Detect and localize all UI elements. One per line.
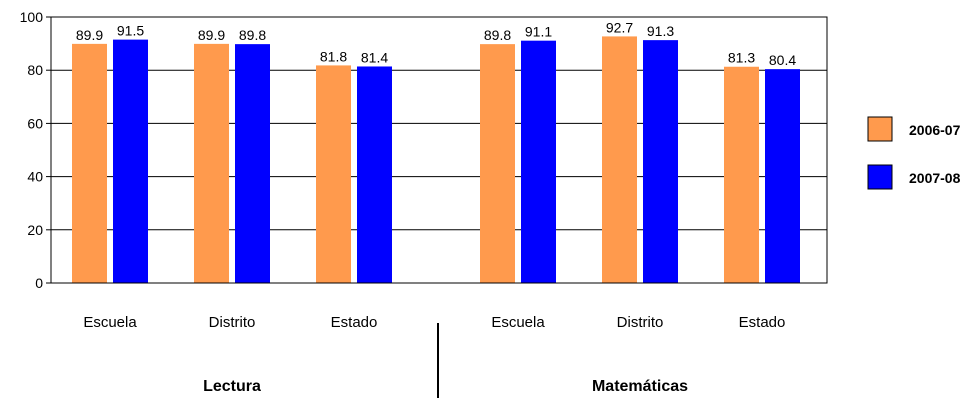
- category-label: Distrito: [209, 314, 256, 331]
- y-tick-label: 80: [27, 62, 43, 78]
- category-label: Estado: [331, 314, 378, 331]
- data-label: 89.8: [239, 27, 266, 43]
- bar: [643, 40, 678, 283]
- data-label: 92.7: [606, 19, 633, 35]
- category-labels: Escuela Distrito Estado Escuela Distrito Esta…: [83, 314, 785, 331]
- group-label: Matemáticas: [592, 378, 688, 395]
- y-tick-label: 60: [27, 115, 43, 131]
- data-label: 89.8: [484, 27, 511, 43]
- y-axis-ticks: 0 20 40 60 80 100: [20, 9, 51, 291]
- bar: [521, 40, 556, 284]
- bar: [194, 43, 229, 284]
- data-label: 91.3: [647, 23, 674, 39]
- category-label: Estado: [739, 314, 786, 331]
- bar: [765, 69, 800, 283]
- data-label: 91.1: [525, 24, 552, 40]
- category-label: Escuela: [83, 314, 137, 331]
- bar: [724, 66, 759, 283]
- plot-frame: [50, 16, 828, 284]
- data-label: 80.4: [769, 52, 796, 68]
- bar: [72, 43, 107, 284]
- category-label: Escuela: [491, 314, 545, 331]
- bar: [113, 39, 148, 283]
- legend: 2006-07 2007-08: [867, 116, 961, 190]
- data-labels: 89.9 89.9 81.8 89.8 92.7 81.3 91.5 89.8 81.4 91.1…: [76, 19, 796, 68]
- y-tick-label: 40: [27, 169, 43, 185]
- gridlines: [51, 16, 827, 284]
- category-label: Distrito: [617, 314, 664, 331]
- legend-label: 2007-08: [909, 170, 961, 186]
- bars: [72, 36, 800, 284]
- bar: [480, 44, 515, 283]
- data-label: 81.4: [361, 49, 388, 65]
- data-label: 81.8: [320, 48, 347, 64]
- group-labels: Lectura Matemáticas: [203, 378, 688, 395]
- bar: [602, 36, 637, 283]
- bar: [235, 44, 270, 283]
- data-label: 89.9: [76, 27, 103, 43]
- data-label: 91.5: [117, 23, 144, 39]
- legend-label: 2006-07: [909, 122, 961, 138]
- y-tick-label: 20: [27, 222, 43, 238]
- legend-swatch: [867, 164, 893, 190]
- y-tick-label: 100: [20, 9, 44, 25]
- group-label: Lectura: [203, 378, 261, 395]
- bar: [316, 65, 351, 283]
- legend-swatch: [867, 116, 893, 142]
- data-label: 81.3: [728, 50, 755, 66]
- data-label: 89.9: [198, 27, 225, 43]
- y-tick-label: 0: [35, 275, 43, 291]
- bar: [357, 66, 392, 283]
